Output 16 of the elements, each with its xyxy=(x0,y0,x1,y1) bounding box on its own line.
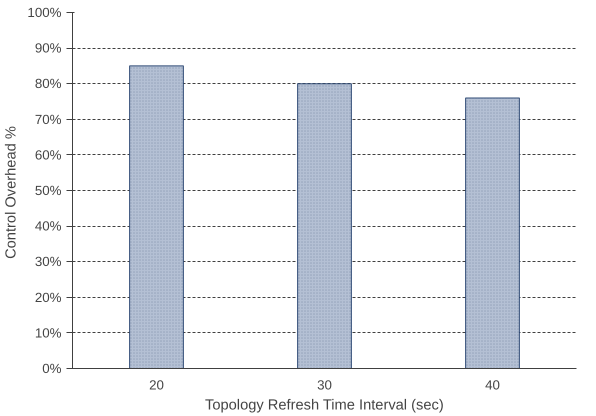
y-axis-title: Control Overhead % xyxy=(3,126,20,259)
y-tick-label: 10% xyxy=(34,325,62,340)
x-tick-label: 40 xyxy=(485,378,500,392)
y-tick-label: 90% xyxy=(34,40,62,56)
x-tick-label: 20 xyxy=(149,378,164,392)
x-axis-title: Topology Refresh Time Interval (sec) xyxy=(205,398,444,414)
y-tick-label: 0% xyxy=(42,361,62,376)
x-tick-label: 30 xyxy=(317,378,332,392)
y-tick-label: 20% xyxy=(34,290,62,305)
y-tick-label: 100% xyxy=(27,5,62,20)
y-tick-label: 60% xyxy=(34,147,62,162)
y-tick-label: 40% xyxy=(34,218,62,234)
y-tick-label: 30% xyxy=(34,254,62,270)
y-tick-label: 80% xyxy=(34,76,62,92)
y-tick-label: 70% xyxy=(34,112,62,127)
y-tick-label: 50% xyxy=(34,183,62,198)
